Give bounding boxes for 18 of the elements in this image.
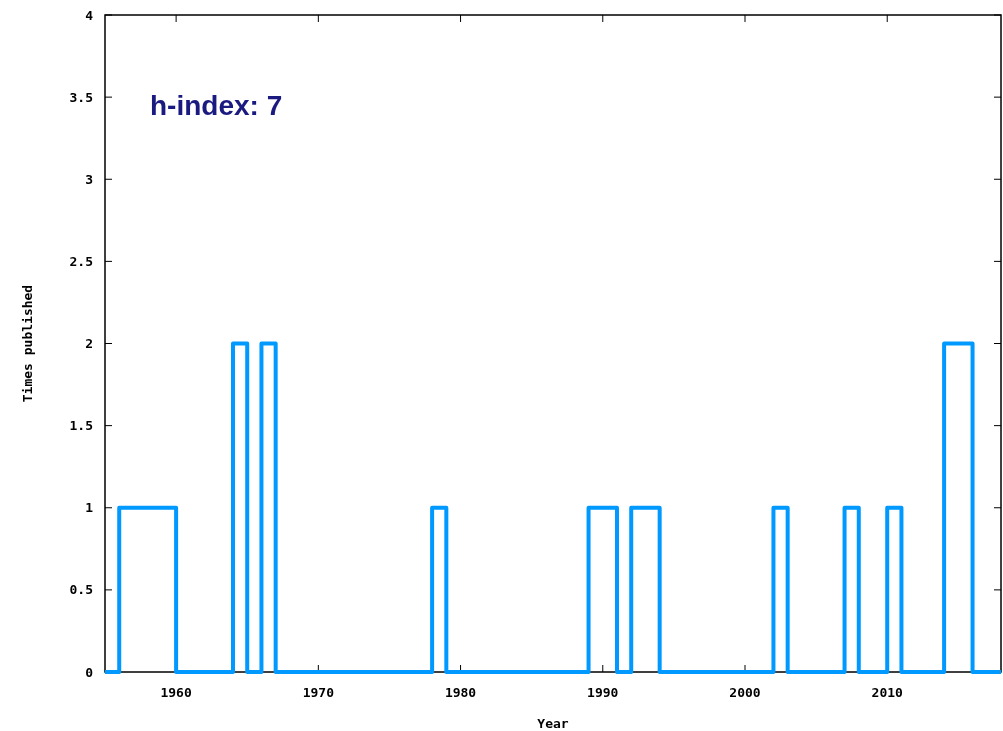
y-tick-label: 0.5 bbox=[69, 582, 93, 598]
x-tick-label: 1960 bbox=[160, 685, 192, 700]
y-tick-label: 2.5 bbox=[69, 253, 93, 269]
y-tick-label: 0 bbox=[85, 664, 94, 680]
y-axis-title: Times published bbox=[20, 284, 35, 403]
y-tick-label: 4 bbox=[85, 7, 94, 23]
x-tick-label: 1990 bbox=[587, 685, 619, 700]
x-axis-title: Year bbox=[537, 716, 569, 731]
x-tick-label: 2000 bbox=[729, 685, 761, 700]
x-tick-label: 1970 bbox=[302, 685, 335, 700]
y-tick-label: 3.5 bbox=[69, 89, 93, 105]
x-tick-label: 1980 bbox=[444, 685, 477, 700]
y-tick-label: 1.5 bbox=[69, 418, 93, 434]
x-tick-label: 2010 bbox=[871, 685, 904, 700]
annotation: h-index: 7 bbox=[150, 90, 283, 121]
y-tick-label: 1 bbox=[85, 500, 94, 516]
y-tick-label: 2 bbox=[85, 336, 93, 352]
y-tick-label: 3 bbox=[85, 171, 93, 187]
